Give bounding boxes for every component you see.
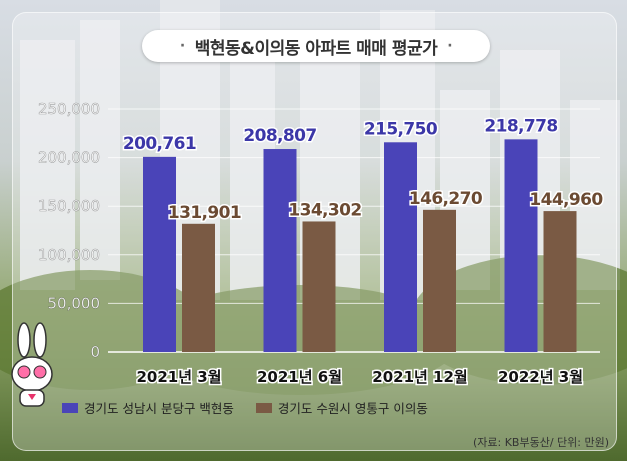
bar-series2 [302,221,336,352]
title-dot-left: · [179,38,185,54]
bar-series2 [423,209,456,352]
y-tick-label: 150,000 [38,197,100,215]
bar-series1 [504,139,538,352]
bar-series1 [143,156,176,352]
x-tick-label: 2021년 12월 [372,368,467,386]
legend-swatch-series2 [255,402,272,413]
x-tick-label: 2021년 6월 [257,368,342,386]
y-tick-label: 50,000 [48,294,101,312]
data-label-series1: 200,761 [123,134,196,154]
data-label-series2: 131,901 [168,203,241,223]
bar-series1 [384,142,417,352]
data-label-series2: 134,302 [288,200,361,220]
legend-label-series1: 경기도 성남시 분당구 백현동 [84,401,234,416]
data-label-series1: 215,750 [364,119,438,139]
bar-series2 [182,223,215,352]
data-label-series2: 146,270 [409,189,483,209]
rabbit-mascot-illustration [11,322,53,407]
x-tick-label: 2022년 3월 [498,368,583,386]
bar-series2 [543,211,577,352]
legend-item-series2: 경기도 수원시 영통구 이의동 [255,398,428,417]
x-tick-label: 2021년 3월 [136,368,221,386]
y-tick-label: 100,000 [38,246,100,264]
legend-item-series1: 경기도 성남시 분당구 백현동 [62,398,234,417]
legend-swatch-series1 [62,402,78,413]
y-tick-label: 200,000 [38,149,100,167]
bar-series1 [263,149,297,352]
chart-title-pill: · 백현동&이의동 아파트 매매 평균가 · [142,30,490,62]
y-tick-label: 0 [90,343,100,361]
data-label-series1: 208,807 [243,126,316,146]
legend: 경기도 성남시 분당구 백현동 경기도 수원시 영통구 이의동 [62,398,428,417]
legend-label-series2: 경기도 수원시 영통구 이의동 [277,401,428,416]
chart-title: 백현동&이의동 아파트 매매 평균가 [194,38,438,59]
y-tick-label: 250,000 [38,100,100,118]
title-dot-right: · [447,38,453,54]
source-note: (자료: KB부동산/ 단위: 만원) [472,436,609,449]
data-label-series2: 144,960 [529,190,603,210]
data-label-series1: 218,778 [484,116,557,136]
